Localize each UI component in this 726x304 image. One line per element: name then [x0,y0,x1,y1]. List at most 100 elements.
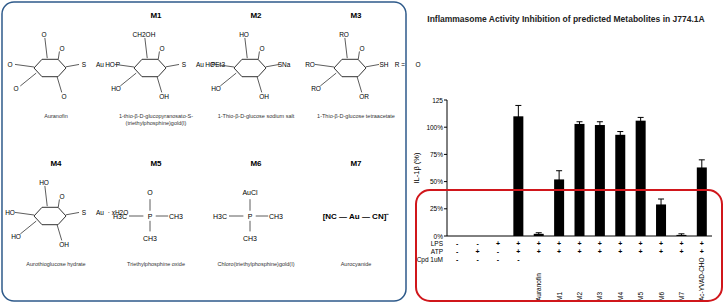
bond [250,221,251,232]
y-tick [444,208,447,209]
atom: O [415,61,420,68]
error-bar [597,122,603,129]
condition-sign: + [537,248,541,255]
bond [129,216,143,217]
condition-sign: + [557,248,561,255]
atom: OH [59,241,69,248]
x-tick-label: M6 [658,292,665,301]
structure-label: M4 [50,159,62,168]
atom: Au [96,61,104,68]
x-tick-label: - [476,256,479,263]
y-tick [444,181,447,182]
ring [134,59,166,76]
structure: OOOOOSAuPAuranofin [7,31,120,120]
bar [513,116,523,236]
structure: M3ROROROOROSHR =O1-Thio-β-D-glucose tetr… [305,11,420,119]
bond [20,73,36,86]
atom: O [41,31,46,38]
error-bar [658,199,664,210]
bond [15,64,34,67]
bond [145,38,147,58]
bar [595,125,605,236]
x-tick-label: - [497,256,500,263]
condition-sign: + [639,240,643,247]
error-bar [638,117,644,124]
bond [57,77,62,92]
error-cap [617,131,623,132]
bond [45,186,47,206]
x-tick-label: Ac-YVAD-CHO [698,257,705,301]
error-cap [577,121,583,122]
atom: HO [211,85,221,92]
condition-sign: + [659,240,663,247]
atom: H3C [213,213,227,220]
ring [34,59,66,76]
y-tick-label: 50% [430,178,443,185]
bond [58,199,59,207]
condition-sign: + [577,240,581,247]
structure: M2HOHOHOOHOSNa1-Thio-β-D-glucose sodium … [205,11,295,119]
bond [157,77,162,92]
condition-sign: + [679,248,683,255]
atom: S [82,61,87,68]
atom: RO [311,85,321,92]
atom: CH3 [269,213,283,220]
atom: HO [111,85,121,92]
y-tick-label: 75% [430,151,443,158]
atom: R = [395,61,406,68]
y-tick-label: 25% [430,205,443,212]
structure-name: Triethylphosphine oxide [127,261,185,267]
bond [58,51,59,59]
bars [513,105,706,236]
bar [452,236,462,237]
atom: AuCl [242,189,258,196]
bar [473,236,483,237]
atom: O [61,93,66,100]
bond [150,221,151,232]
error-cap [678,233,684,234]
bond [215,64,234,67]
error-line [599,122,600,129]
structure: M4HOHOHOOHOSAu· xH2OAurothioglucose hydr… [5,159,128,267]
bar [493,236,503,237]
bond [150,199,151,211]
error-bar [556,171,562,188]
bar [575,124,585,236]
condition-sign: + [557,240,561,247]
structure-name: Aurothioglucose hydrate [26,261,85,267]
bond [156,216,168,217]
condition-sign: + [577,248,581,255]
error-line [640,117,641,124]
atom: CH3 [169,213,183,220]
x-tick-label: M1 [556,292,563,301]
atom: HO [39,179,49,186]
atom: O [147,189,153,196]
y-tick-label: 0% [434,233,444,240]
atom: O [359,45,364,52]
bond [229,216,243,217]
structure-name: Aurocyanide [341,261,372,267]
error-line [701,160,702,175]
atom: O [7,61,12,68]
structure-label: M2 [250,11,262,20]
condition-sign: + [537,240,541,247]
error-cap [638,117,644,118]
bond [220,73,236,86]
bond [66,64,79,66]
x-tick-label: - [517,256,520,263]
atom: P [116,61,120,68]
panel-frame [2,2,406,301]
atom: RO [305,61,315,68]
atom: H3C [113,213,127,220]
row-label: LPS [431,240,444,247]
atom: RO [339,31,349,38]
x-tick-label: M3 [596,292,603,301]
condition-sign: + [618,248,622,255]
atom: O [259,45,264,52]
atom: HO [11,233,21,240]
atom: OR [359,93,369,100]
y-axis-label: IL-1β (%) [412,152,421,183]
error-cap [699,159,705,160]
error-bar [536,233,542,235]
bond [357,77,362,92]
